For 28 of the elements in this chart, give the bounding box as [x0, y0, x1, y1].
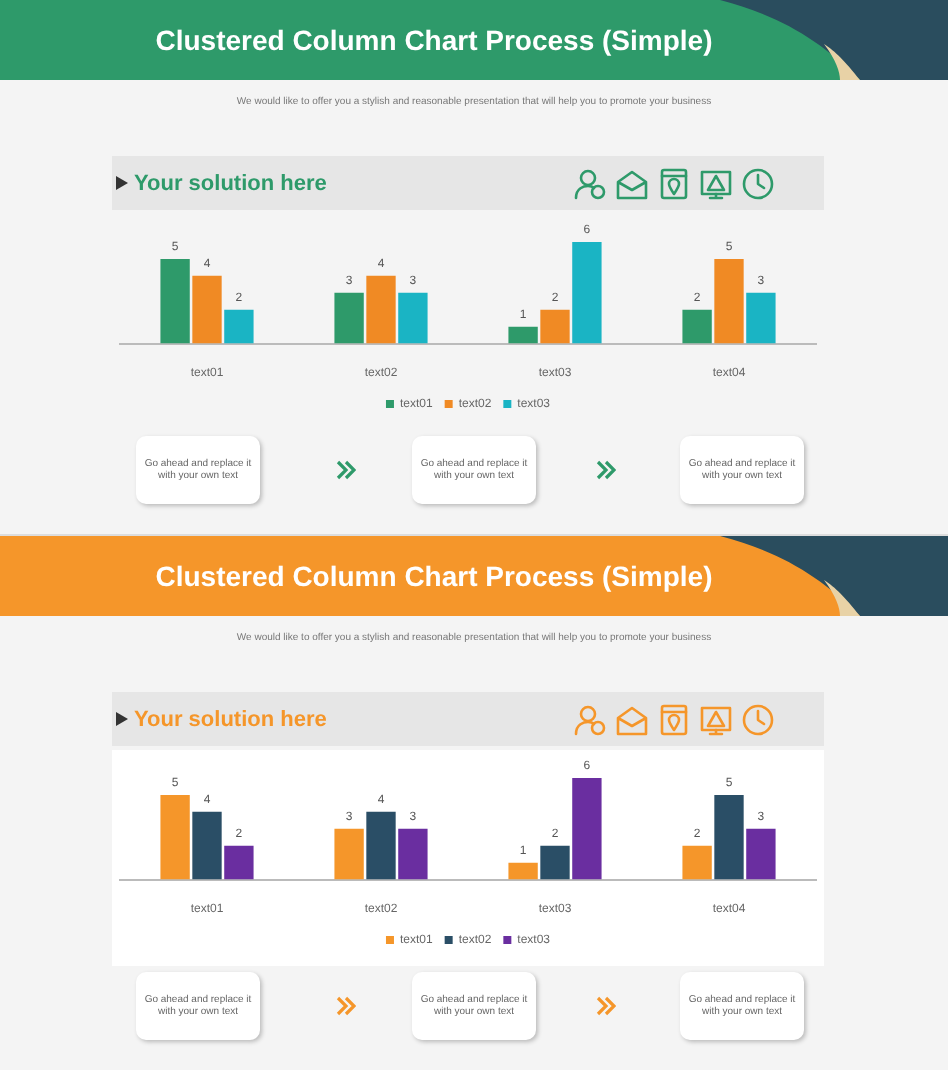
bar — [398, 828, 428, 880]
bar — [572, 778, 602, 880]
bar — [714, 794, 744, 880]
bar — [572, 242, 602, 344]
bar — [714, 258, 744, 344]
chart-title: Clustered Column Chart Process (Simple) — [0, 0, 948, 80]
bar — [508, 862, 538, 880]
bar — [682, 309, 712, 344]
bar — [224, 845, 254, 880]
bar — [160, 794, 190, 880]
bar — [540, 309, 570, 344]
bar — [224, 309, 254, 344]
bar — [334, 828, 364, 880]
bar — [398, 292, 428, 344]
bar — [366, 275, 396, 344]
bar — [160, 258, 190, 344]
bar — [746, 292, 776, 344]
text: Your solution here — [134, 171, 327, 195]
bar — [540, 845, 570, 880]
bar — [366, 811, 396, 880]
bar — [682, 845, 712, 880]
bar — [508, 326, 538, 344]
bar — [192, 275, 222, 344]
chart-title: Clustered Column Chart Process (Simple) — [0, 536, 948, 616]
text: Your solution here — [134, 707, 327, 731]
bar — [334, 292, 364, 344]
bar — [746, 828, 776, 880]
bar — [192, 811, 222, 880]
